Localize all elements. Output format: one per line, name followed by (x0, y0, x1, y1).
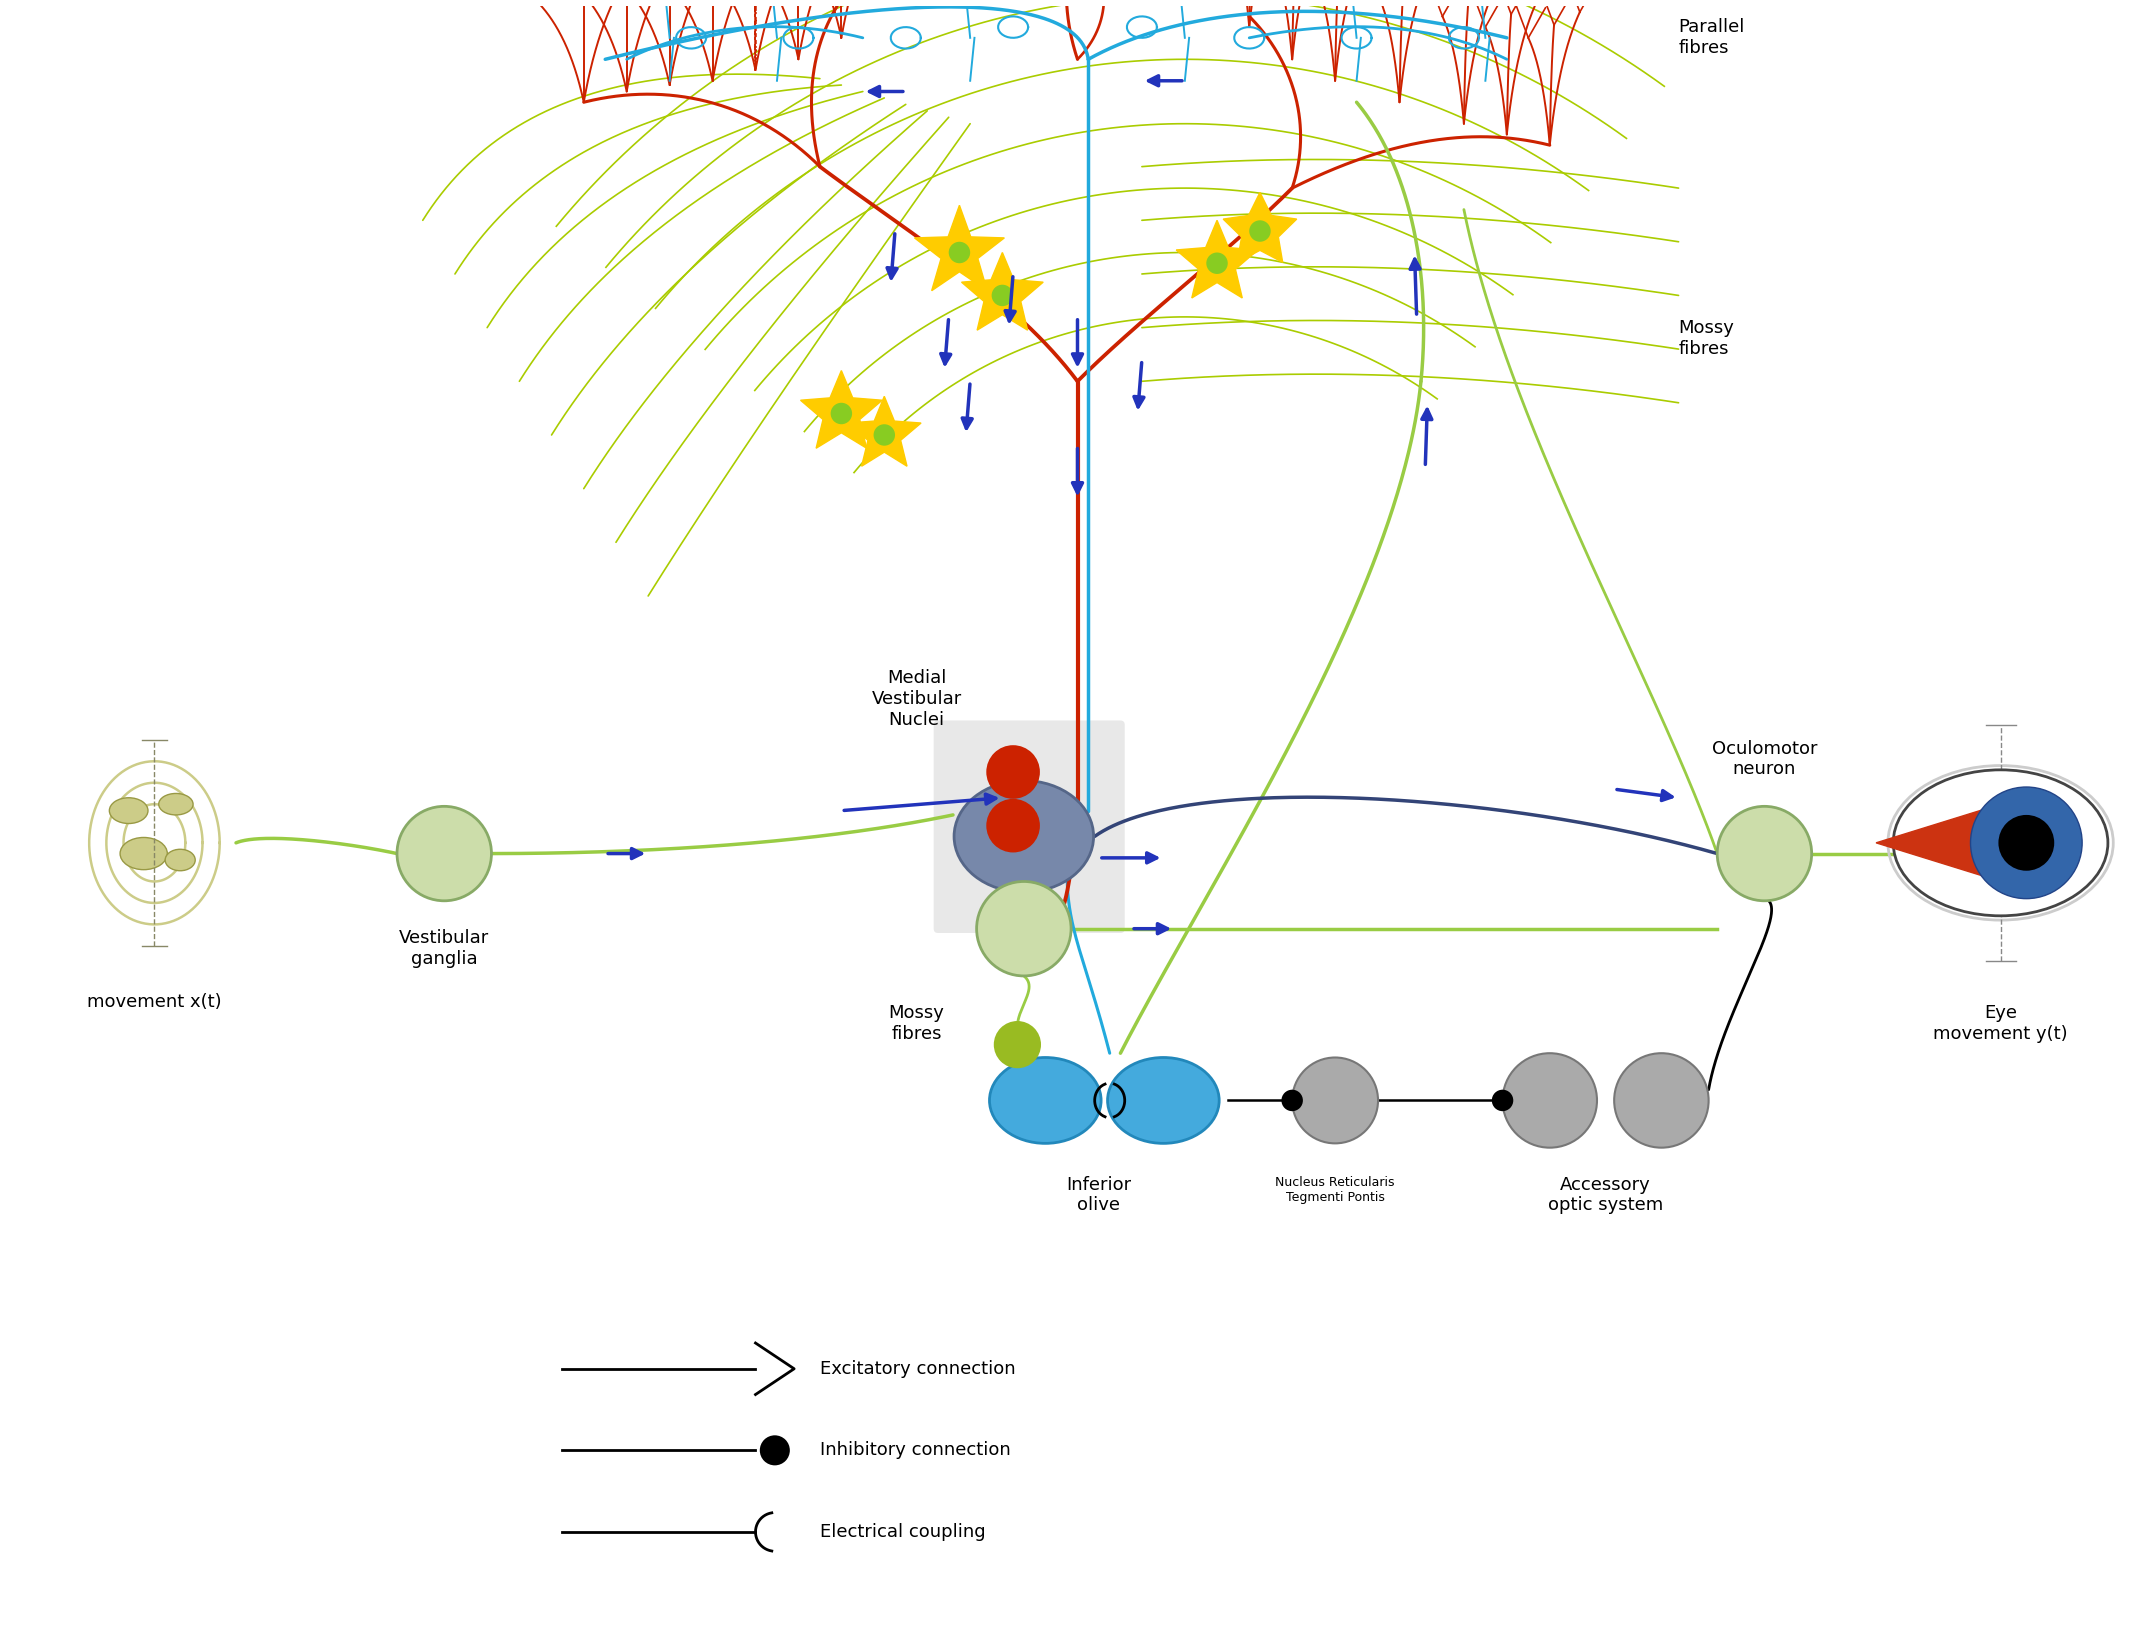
Text: Mossy
fibres: Mossy fibres (888, 1004, 944, 1043)
Polygon shape (1177, 220, 1259, 299)
Circle shape (1282, 1090, 1304, 1111)
Text: Inferior
olive: Inferior olive (1067, 1175, 1131, 1214)
Circle shape (993, 1022, 1041, 1069)
Circle shape (987, 800, 1039, 852)
Text: Parallel
fibres: Parallel fibres (1679, 18, 1746, 57)
Circle shape (873, 424, 894, 446)
Circle shape (1250, 220, 1271, 242)
Text: Accessory
optic system: Accessory optic system (1547, 1175, 1664, 1214)
Text: Mossy
fibres: Mossy fibres (1679, 318, 1735, 357)
Circle shape (948, 242, 970, 263)
Polygon shape (961, 253, 1043, 330)
Circle shape (1491, 1090, 1513, 1111)
Text: Electrical coupling: Electrical coupling (819, 1523, 985, 1541)
Circle shape (397, 806, 491, 901)
Polygon shape (1224, 193, 1297, 263)
Ellipse shape (110, 798, 149, 824)
Ellipse shape (121, 837, 168, 870)
Ellipse shape (1894, 770, 2108, 916)
Polygon shape (914, 206, 1004, 290)
Text: Vestibular
ganglia: Vestibular ganglia (399, 929, 489, 968)
Polygon shape (847, 397, 920, 467)
Text: Excitatory connection: Excitatory connection (819, 1359, 1015, 1377)
Circle shape (1207, 253, 1228, 274)
Text: movement x(t): movement x(t) (86, 994, 222, 1012)
Polygon shape (800, 370, 881, 449)
Circle shape (1970, 787, 2082, 899)
Text: Nucleus Reticularis
Tegmenti Pontis: Nucleus Reticularis Tegmenti Pontis (1276, 1175, 1394, 1203)
Text: Inhibitory connection: Inhibitory connection (819, 1441, 1011, 1459)
Circle shape (991, 284, 1013, 307)
Circle shape (1614, 1053, 1709, 1147)
Circle shape (830, 403, 851, 424)
Ellipse shape (166, 849, 196, 871)
Ellipse shape (1108, 1058, 1220, 1144)
FancyBboxPatch shape (933, 720, 1125, 934)
Circle shape (976, 881, 1071, 976)
Polygon shape (1877, 805, 2000, 881)
Text: Eye
movement y(t): Eye movement y(t) (1933, 1004, 2069, 1043)
Ellipse shape (955, 780, 1093, 893)
Circle shape (1293, 1058, 1377, 1144)
Circle shape (1718, 806, 1812, 901)
Ellipse shape (159, 793, 194, 814)
Text: Medial
Vestibular
Nuclei: Medial Vestibular Nuclei (871, 669, 961, 730)
Text: Oculomotor
neuron: Oculomotor neuron (1711, 739, 1817, 778)
Ellipse shape (989, 1058, 1101, 1144)
Circle shape (1502, 1053, 1597, 1147)
Circle shape (761, 1435, 791, 1466)
Circle shape (987, 746, 1039, 798)
Circle shape (1998, 814, 2054, 871)
